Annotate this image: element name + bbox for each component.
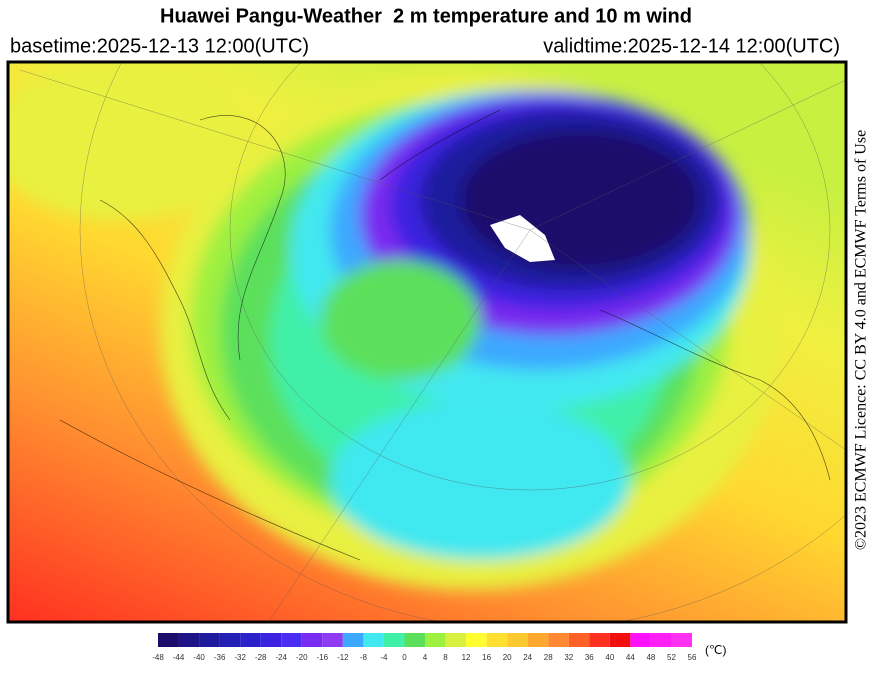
colorbar-segment [199, 633, 220, 647]
colorbar-segment [609, 633, 631, 647]
colorbar-segment [507, 633, 528, 647]
colorbar-tick-label: -36 [214, 653, 226, 662]
map [8, 62, 846, 622]
basetime: basetime:2025-12-13 12:00(UTC) [10, 35, 309, 57]
colorbar-segment [527, 633, 549, 647]
colorbar-tick-label: -44 [173, 653, 185, 662]
colorbar-segment [650, 633, 672, 647]
colorbar-tick-label: 16 [482, 653, 491, 662]
colorbar-tick-label: -8 [360, 653, 368, 662]
title: Huawei Pangu-Weather 2 m temperature and… [160, 5, 692, 27]
colorbar-segment [219, 633, 241, 647]
colorbar-segment [342, 633, 364, 647]
colorbar-segment [281, 633, 302, 647]
colorbar-segment [260, 633, 282, 647]
colorbar-segment [486, 633, 508, 647]
colorbar-segment [322, 633, 343, 647]
colorbar-segment [383, 633, 405, 647]
colorbar-tick-label: 24 [523, 653, 532, 662]
colorbar-tick-label: 28 [544, 653, 553, 662]
colorbar-segment [363, 633, 384, 647]
colorbar-segment [240, 633, 261, 647]
colorbar-segment [630, 633, 651, 647]
colorbar-segment [445, 633, 467, 647]
colorbar-segment [548, 633, 569, 647]
license: ©2023 ECMWF Licence: CC BY 4.0 and ECMWF… [853, 130, 870, 550]
colorbar-tick-label: 56 [688, 653, 697, 662]
colorbar-unit: (℃) [705, 643, 726, 657]
colorbar-tick-label: -16 [317, 653, 329, 662]
validtime: validtime:2025-12-14 12:00(UTC) [543, 35, 840, 57]
colorbar-tick-label: -20 [296, 653, 308, 662]
colorbar-tick-label: -28 [255, 653, 267, 662]
colorbar-tick-label: 40 [605, 653, 614, 662]
colorbar-tick-label: 44 [626, 653, 635, 662]
colorbar-segment [568, 633, 590, 647]
colorbar-tick-label: 12 [462, 653, 471, 662]
colorbar-segment [404, 633, 425, 647]
colorbar-tick-label: -32 [234, 653, 246, 662]
colorbar-tick-label: 36 [585, 653, 594, 662]
colorbar-tick-label: -12 [337, 653, 349, 662]
colorbar-segment [589, 633, 610, 647]
colorbar-tick-label: 48 [646, 653, 655, 662]
colorbar-tick-label: 20 [503, 653, 512, 662]
colorbar-segment [158, 633, 179, 647]
colorbar-segment [466, 633, 487, 647]
colorbar-segment [301, 633, 323, 647]
map-frame [6, 60, 848, 624]
colorbar-tick-label: -48 [152, 653, 164, 662]
colorbar-segment [178, 633, 200, 647]
colorbar-tick-label: 32 [564, 653, 573, 662]
colorbar-tick-label: 52 [667, 653, 676, 662]
colorbar-tick-label: 0 [402, 653, 407, 662]
colorbar-tick-label: 8 [443, 653, 448, 662]
colorbar-tick-label: -4 [380, 653, 388, 662]
colorbar-segment [671, 633, 692, 647]
colorbar-segment [425, 633, 446, 647]
colorbar-tick-label: -24 [275, 653, 287, 662]
colorbar-tick-label: 4 [423, 653, 428, 662]
colorbar-tick-label: -40 [193, 653, 205, 662]
